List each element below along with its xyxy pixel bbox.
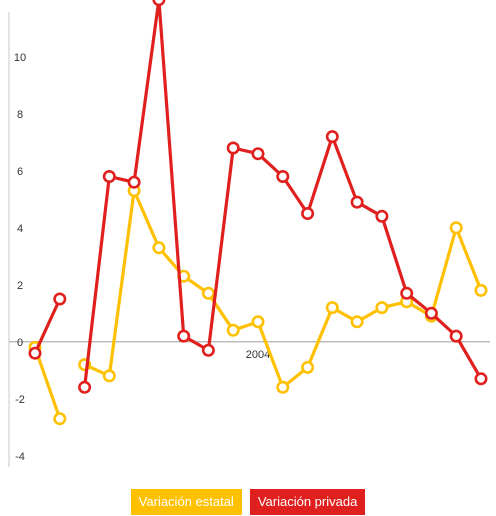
data-point (400, 286, 414, 300)
series-line (33, 345, 62, 421)
y-tick-label: 6 (17, 166, 23, 178)
y-tick-label: -2 (15, 394, 25, 406)
data-point (449, 329, 463, 343)
data-point (201, 286, 215, 300)
data-point (350, 195, 364, 209)
x-tick-labels: 2004 (246, 349, 270, 361)
data-point (28, 346, 42, 360)
data-point (251, 147, 265, 161)
legend-item-estatal[interactable]: Variación estatal (130, 489, 242, 515)
data-point (53, 412, 67, 426)
data-point (474, 283, 488, 297)
y-tick-label: 10 (14, 52, 26, 64)
data-point (350, 315, 364, 329)
data-point (301, 360, 315, 374)
data-point (78, 380, 92, 394)
data-point (127, 175, 141, 189)
data-point (152, 0, 166, 7)
data-point (102, 170, 116, 184)
y-tick-label: 4 (17, 223, 23, 235)
data-point (474, 372, 488, 386)
data-point (152, 241, 166, 255)
data-point (276, 380, 290, 394)
series-layer (28, 0, 488, 426)
data-point (226, 141, 240, 155)
series-line (82, 0, 483, 389)
series-estatal (28, 184, 488, 426)
y-tick-label: -4 (15, 451, 25, 463)
series-line (33, 297, 62, 355)
data-point (102, 369, 116, 383)
data-point (53, 292, 67, 306)
data-point (201, 343, 215, 357)
data-point (325, 130, 339, 144)
series-privada (28, 0, 488, 394)
data-point (449, 221, 463, 235)
legend: Variación estatal Variación privada (0, 489, 496, 515)
data-point (325, 301, 339, 315)
y-tick-label: 8 (17, 109, 23, 121)
x-tick-label: 2004 (246, 349, 270, 361)
series-line (82, 189, 483, 389)
data-point (276, 170, 290, 184)
data-point (301, 207, 315, 221)
y-tick-labels: -4 -2 0 2 4 6 8 10 (14, 52, 26, 463)
line-chart: -4 -2 0 2 4 6 8 10 2004 (8, 0, 490, 468)
data-point (251, 315, 265, 329)
y-tick-label: 0 (17, 337, 23, 349)
data-point (177, 329, 191, 343)
y-tick-label: 2 (17, 280, 23, 292)
data-point (375, 301, 389, 315)
data-point (375, 209, 389, 223)
legend-item-privada[interactable]: Variación privada (249, 489, 366, 515)
data-point (424, 306, 438, 320)
data-point (226, 323, 240, 337)
